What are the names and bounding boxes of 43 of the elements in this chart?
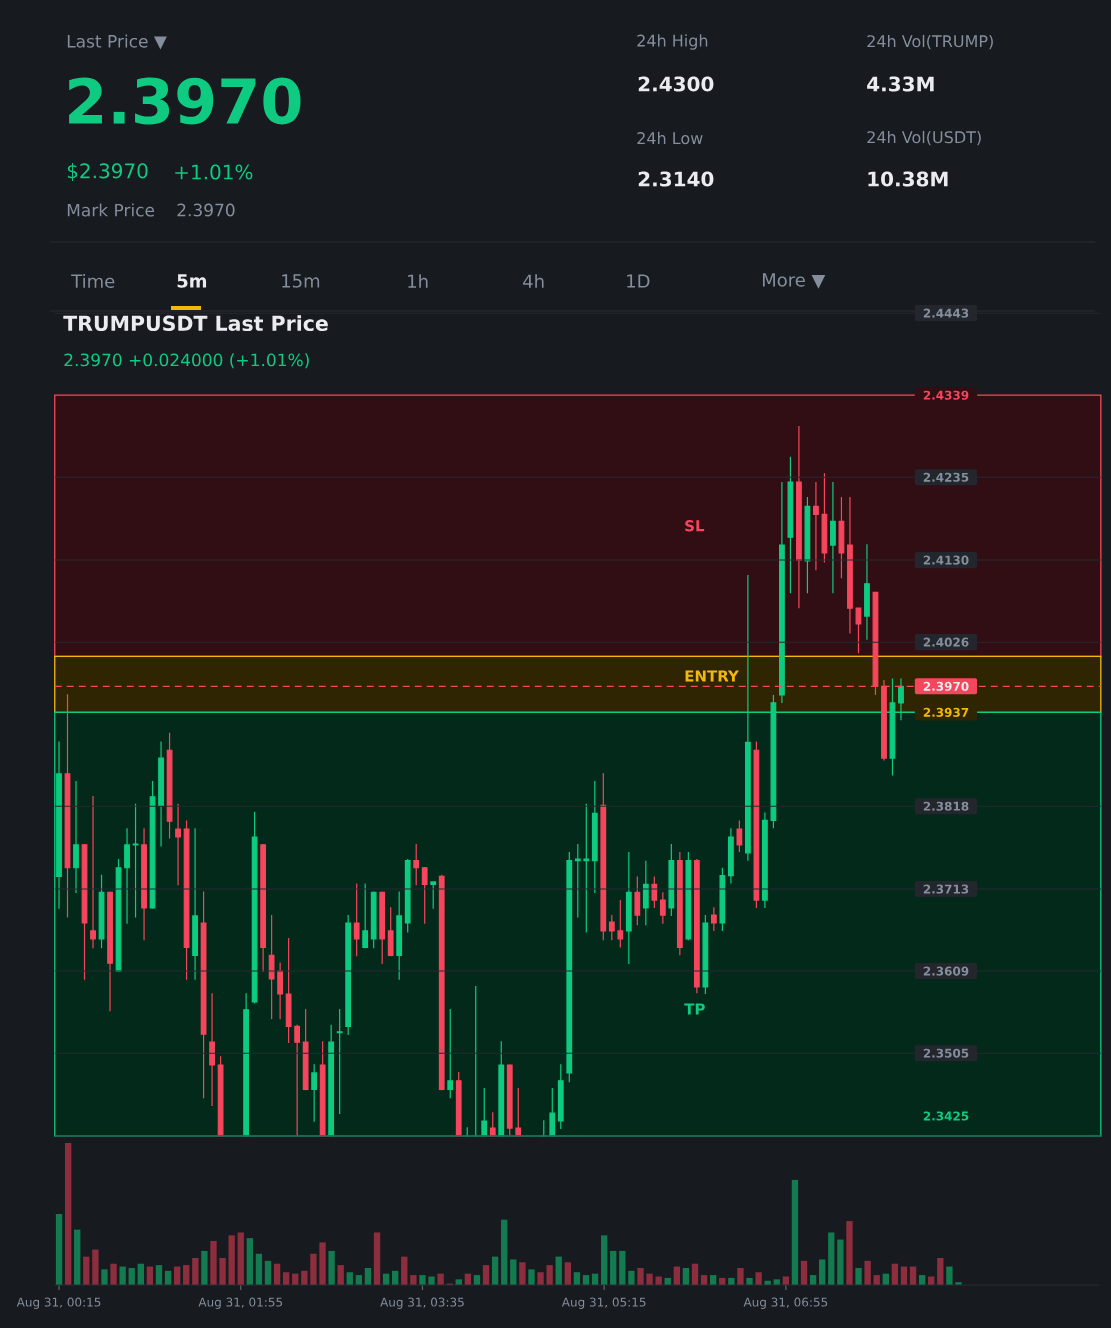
text: 24h Vol(TRUMP) <box>867 34 993 50</box>
annotation: 2.3425 <box>923 1111 969 1121</box>
text: 2.3140 <box>638 171 714 187</box>
band-label: ENTRY <box>685 670 739 682</box>
annotation: 2.4339 <box>923 390 969 400</box>
text: +1.01% <box>175 164 253 180</box>
y-tick-label: 2.3818 <box>923 801 969 811</box>
text: 4h <box>523 274 544 288</box>
y-tick-label: 2.4235 <box>923 472 969 482</box>
text: 2.3970 +0.024000 (+1.01%) <box>64 353 309 369</box>
text: 24h Low <box>637 131 703 145</box>
text: 4.33M <box>867 76 934 92</box>
text: 2.4300 <box>638 76 714 92</box>
x-tick-label: Aug 31, 05:15 <box>561 1297 646 1309</box>
text: 1h <box>408 274 428 288</box>
x-tick-label: Aug 31, 01:55 <box>198 1297 283 1309</box>
text: Time <box>71 274 115 288</box>
y-tick-label: 2.4443 <box>923 308 969 318</box>
text: More ▼ <box>762 273 826 289</box>
annotation: 2.3937 <box>923 707 969 717</box>
y-tick-label: 2.3505 <box>923 1048 969 1058</box>
text: 15m <box>282 274 320 288</box>
text: Last Price ▼ <box>67 34 167 50</box>
y-tick-label: 2.4130 <box>923 555 969 565</box>
text: 2.3970 <box>177 203 235 217</box>
text: 24h Vol(USDT) <box>867 130 981 146</box>
text: 10.38M <box>868 171 948 187</box>
band-label: SL <box>685 520 705 532</box>
ref-line-label: 2.3970 <box>923 681 969 691</box>
text: $2.3970 <box>67 162 148 182</box>
text: 1D <box>627 274 650 288</box>
band-label: TP <box>684 1003 705 1015</box>
text: 2.3970 <box>69 77 301 125</box>
y-tick-label: 2.3609 <box>923 966 969 976</box>
chart-title: TRUMPUSDT Last Price <box>63 315 328 332</box>
x-tick-label: Aug 31, 00:15 <box>16 1297 101 1309</box>
text: 5m <box>177 274 207 288</box>
text: Mark Price <box>67 203 155 217</box>
x-tick-label: Aug 31, 03:35 <box>380 1297 464 1309</box>
text: 24h High <box>637 34 708 50</box>
y-tick-label: 2.4026 <box>923 637 969 647</box>
y-tick-label: 2.3713 <box>923 884 969 894</box>
x-tick-label: Aug 31, 06:55 <box>743 1297 828 1309</box>
